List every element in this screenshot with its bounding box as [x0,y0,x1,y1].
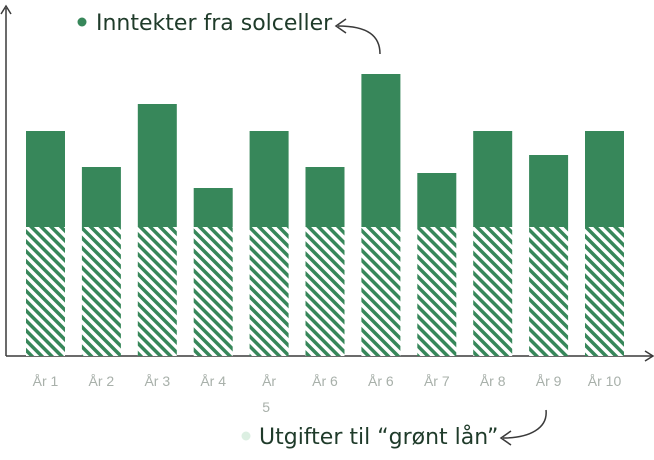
bar-income-2 [81,167,121,227]
bar-expense-11 [585,227,624,356]
x-tick-label: År 1 [33,373,59,389]
bar-expense-10 [529,227,569,356]
x-tick-label: År 10 [588,373,622,389]
y-axis-arrow-icon [0,4,12,15]
legend-expense-arrow-icon [502,409,547,439]
bar-income-1 [26,131,65,227]
legend-income-dot [77,17,87,27]
bar-income-4 [193,188,233,227]
legend-income-label: Inntekter fra solceller [96,11,333,36]
legend-expense: Utgifter til “grønt lån” [241,409,547,450]
bar-income-3 [137,104,177,227]
x-tick-label: År 6 [368,373,394,389]
legend-expense-label: Utgifter til “grønt lån” [259,424,498,450]
legend-expense-dot [241,431,251,441]
bar-expense-4 [193,227,233,356]
bar-expense-5 [249,227,289,356]
x-tick-label: År 4 [200,373,226,389]
bar-expense-7 [361,227,401,356]
x-tick-label: År 9 [536,373,562,389]
x-tick-label: År 3 [144,373,170,389]
bar-income-9 [473,131,513,227]
bar-income-6 [305,167,345,227]
bar-expense-8 [417,227,457,356]
bar-expense-9 [473,227,513,356]
bar-income-5 [249,131,289,227]
bar-expense-6 [305,227,345,356]
bar-expense-3 [137,227,177,356]
legend-income: Inntekter fra solceller [77,11,381,55]
x-tick-label: År 8 [480,373,506,389]
x-tick-label: År 2 [89,373,115,389]
x-tick-label: År 5 [262,373,276,415]
bar-income-8 [417,173,457,227]
bar-expense-2 [81,227,121,356]
bar-income-11 [585,131,624,227]
bar-income-10 [529,155,569,227]
bar-expense-1 [26,227,65,356]
bar-income-7 [361,74,401,227]
x-tick-label: År 7 [424,373,450,389]
legend-income-arrow-icon [337,25,381,55]
x-tick-label: År 6 [312,373,338,389]
x-axis-arrow-icon [644,350,654,362]
